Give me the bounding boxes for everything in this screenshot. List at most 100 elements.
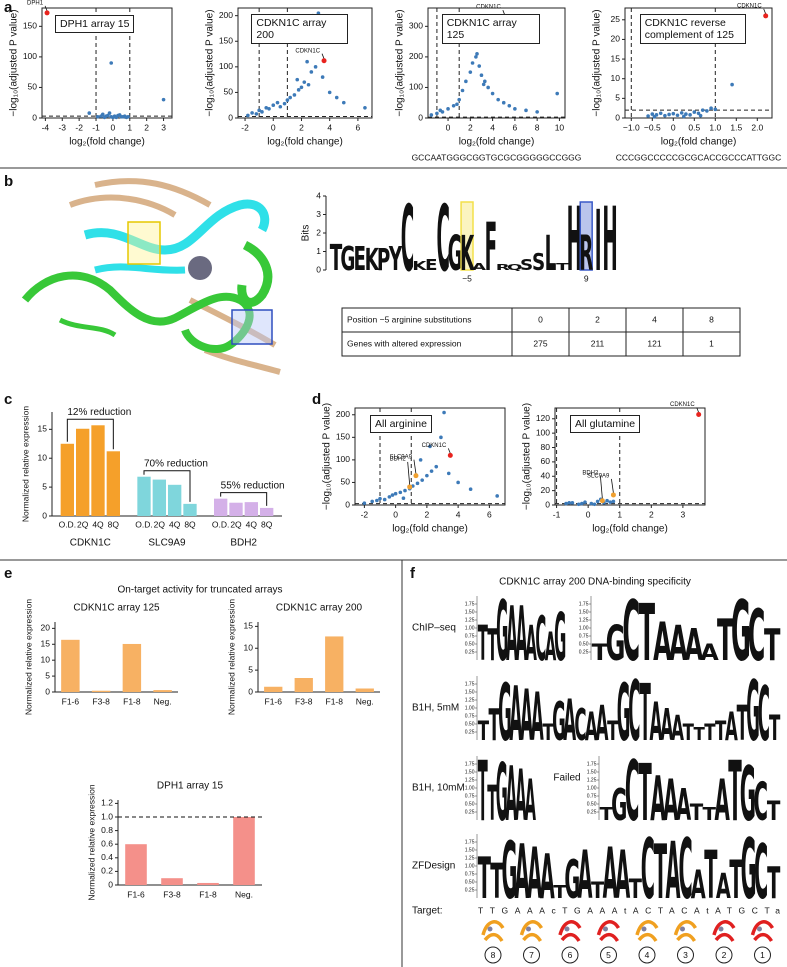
x-tick-label: 3 [161, 122, 166, 132]
table-cell [625, 307, 684, 333]
logo-letter: C [679, 822, 693, 918]
row-label: ChIP–seq [412, 623, 456, 634]
logo-letter: T [478, 847, 491, 913]
point [483, 79, 487, 84]
table-text: Position −5 arginine substitutions [347, 314, 472, 324]
bar [260, 507, 274, 516]
y-tick-label: 5 [248, 664, 253, 674]
point [705, 109, 709, 113]
logo-letter: G [498, 668, 512, 759]
point [650, 112, 655, 116]
x-axis-label: log₂(fold change) [392, 524, 468, 535]
point [535, 110, 539, 114]
y-tick-label: 100 [409, 82, 423, 92]
point [295, 77, 300, 82]
group-label: CDKN1C [70, 538, 111, 549]
logo-letter: T [490, 853, 503, 909]
point [446, 471, 451, 476]
logo-letter: A [650, 693, 663, 754]
x-tick-label: -2 [361, 509, 369, 519]
logo-letter: T [638, 747, 651, 839]
logo-letter: G [502, 825, 518, 917]
table-cell [682, 331, 741, 357]
x-tick-label: 1.5 [730, 122, 742, 132]
finger-icon [750, 920, 774, 942]
logo-letter: A [515, 828, 530, 916]
title-box: All glutamine [570, 415, 641, 434]
logo-letter: T [767, 796, 781, 827]
x-tick-label: -2 [241, 122, 249, 132]
point [393, 491, 398, 496]
point [429, 113, 434, 117]
panel-label: f [410, 565, 416, 582]
x-tick-label: 0.5 [688, 122, 700, 132]
y-tick-label: 50 [224, 87, 234, 97]
y-tick-label: 0 [248, 686, 253, 696]
table-text: 8 [709, 314, 714, 324]
y-axis-label: −log₁₀(adjusted P value) [322, 403, 333, 510]
plot-frame [237, 7, 373, 119]
logo-letter: R [579, 225, 593, 282]
logo-letter: P [377, 242, 390, 277]
point [583, 500, 587, 504]
point [501, 100, 506, 105]
y-tick-label: 1 [316, 246, 321, 256]
position-label: 9 [584, 273, 589, 283]
position-label: −5 [462, 273, 472, 283]
highlight-label: BDH2 [582, 470, 599, 476]
point [460, 88, 465, 93]
logo-letter: A [603, 834, 618, 916]
highlight-point [763, 13, 769, 19]
logo-letter: T [767, 858, 780, 908]
panel-title: CDKN1C array 200 DNA-binding specificity [499, 577, 691, 588]
x-tick-label: O.D. [135, 519, 152, 529]
x-tick-label: 8 [535, 122, 540, 132]
highlight-point [407, 484, 413, 490]
y-tick-label: 0 [345, 499, 350, 509]
panel-title: On-target activity for truncated arrays [117, 585, 282, 596]
finger-icon [635, 920, 659, 942]
plot-frame [624, 7, 773, 119]
y-tick-label: 40 [541, 471, 551, 481]
logo-letter: A [545, 624, 557, 670]
y-tick-label: 25 [611, 14, 621, 24]
logo-letter: T [715, 717, 726, 747]
logo-letter: T [704, 720, 716, 746]
logo-letter: T [737, 696, 749, 752]
logo-letter: T [693, 725, 705, 746]
point [275, 100, 280, 105]
logo-letter: A [596, 696, 609, 752]
logo-letter: T [478, 745, 488, 841]
point [555, 91, 560, 96]
logo-letter: T [330, 237, 343, 278]
logo-letter: K [412, 258, 427, 273]
point [605, 498, 609, 503]
logo-letter: T [607, 717, 618, 747]
finger-circle [561, 946, 579, 964]
logo-letter: A [663, 768, 678, 835]
highlight-point [696, 411, 702, 417]
panel-label: b [4, 173, 13, 190]
table-cell [568, 307, 627, 333]
y-tick-label: 0.75 [465, 713, 475, 719]
point [592, 502, 597, 507]
x-tick-label: 0 [111, 122, 116, 132]
logo-letter: A [666, 825, 681, 917]
finger-ion [526, 926, 531, 932]
annotation: 70% reduction [144, 458, 208, 469]
logo-letter: G [617, 668, 631, 759]
logo-letter: A [509, 671, 522, 758]
logo-letter: C [753, 772, 768, 833]
y-tick-label: 15 [244, 621, 254, 631]
y-tick-label: 0 [418, 112, 423, 122]
y-tick-label: 1.50 [465, 689, 475, 695]
logo-letter: C [574, 699, 586, 751]
x-tick-label: 4 [456, 509, 461, 519]
y-tick-label: 0 [615, 112, 620, 122]
point [288, 95, 292, 100]
y-tick-label: 300 [409, 21, 423, 31]
logo-letter: G [731, 584, 751, 680]
finger-circle [600, 946, 617, 964]
annotation-arrow [447, 448, 451, 454]
point [595, 499, 600, 504]
